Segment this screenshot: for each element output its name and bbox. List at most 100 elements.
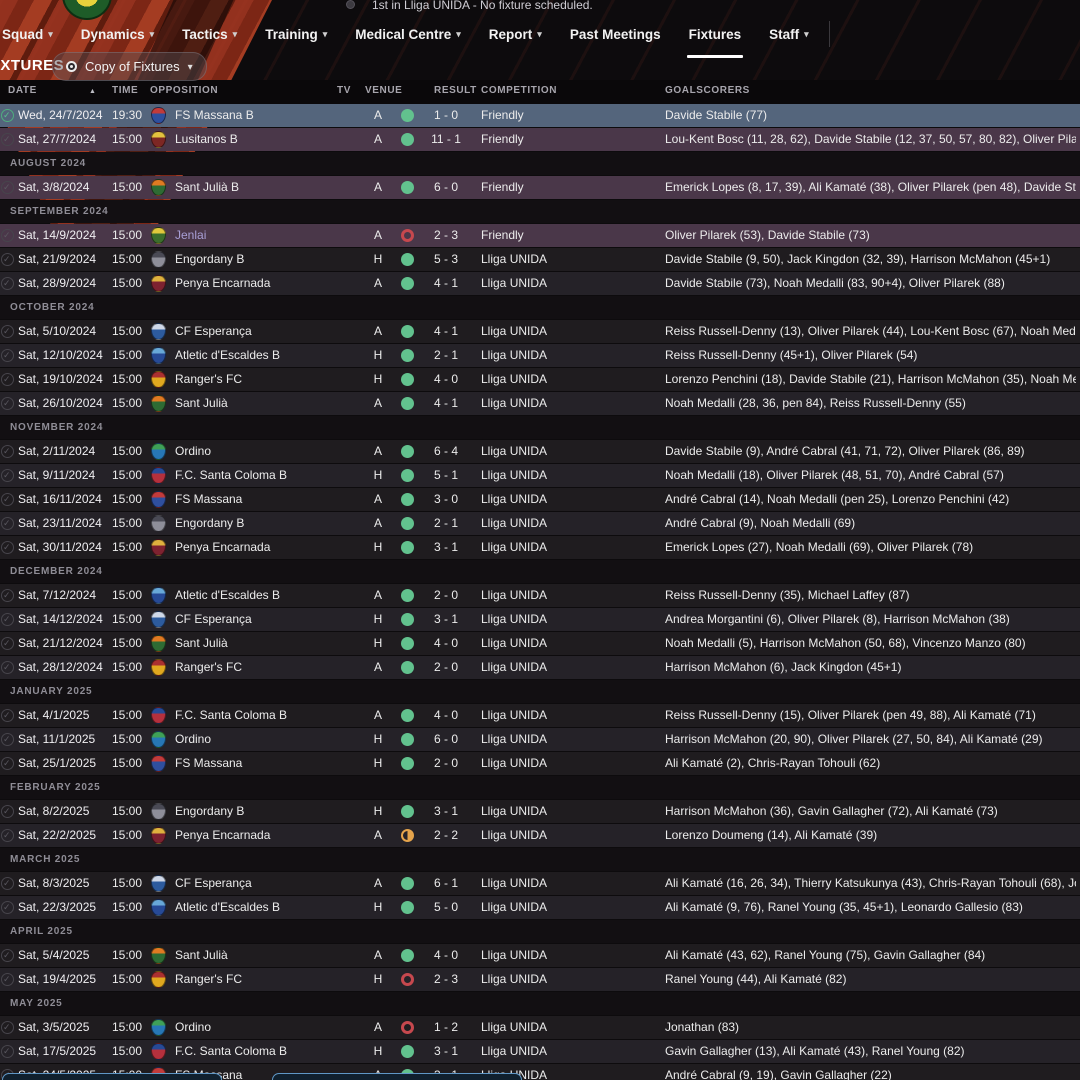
- opposition-name[interactable]: Atletic d'Escaldes B: [175, 900, 281, 914]
- played-check-icon: [1, 608, 14, 631]
- fixture-time: 15:00: [112, 132, 143, 146]
- fixture-row[interactable]: Sat, 28/12/2024 15:00 Ranger's FC A 2 - …: [0, 656, 1080, 679]
- fixture-row[interactable]: Sat, 5/4/2025 15:00 Sant Julià A 4 - 0 L…: [0, 944, 1080, 967]
- opposition-name[interactable]: F.C. Santa Coloma B: [175, 468, 288, 482]
- venue-value: A: [373, 660, 382, 674]
- goalscorers: Lou-Kent Bosc (11, 28, 62), Davide Stabi…: [665, 132, 1076, 146]
- fixture-row[interactable]: Sat, 14/12/2024 15:00 CF Esperança H 3 -…: [0, 608, 1080, 631]
- opposition-name[interactable]: Engordany B: [175, 804, 245, 818]
- opposition-name[interactable]: Ordino: [175, 732, 212, 746]
- fixture-row[interactable]: Sat, 19/10/2024 15:00 Ranger's FC H 4 - …: [0, 368, 1080, 391]
- fixture-row[interactable]: Sat, 8/3/2025 15:00 CF Esperança A 6 - 1…: [0, 872, 1080, 895]
- fixture-row[interactable]: Sat, 22/3/2025 15:00 Atletic d'Escaldes …: [0, 896, 1080, 919]
- nav-item-squad[interactable]: Squad ▾: [0, 18, 67, 50]
- competition-name: Lliga UNIDA: [481, 876, 548, 890]
- opposition-name[interactable]: Atletic d'Escaldes B: [175, 348, 281, 362]
- nav-item-staff[interactable]: Staff ▾: [755, 18, 823, 50]
- opposition-name[interactable]: FS Massana B: [175, 108, 254, 122]
- fixture-row[interactable]: Sat, 14/9/2024 15:00 Jenlai A 2 - 3 Frie…: [0, 224, 1080, 247]
- fixture-date: Sat, 7/12/2024: [18, 588, 97, 602]
- fixture-row[interactable]: Wed, 24/7/2024 19:30 FS Massana B A 1 - …: [0, 104, 1080, 127]
- fixture-row[interactable]: Sat, 30/11/2024 15:00 Penya Encarnada H …: [0, 536, 1080, 559]
- col-opposition[interactable]: OPPOSITION: [150, 85, 219, 96]
- fixture-row[interactable]: Sat, 4/1/2025 15:00 F.C. Santa Coloma B …: [0, 704, 1080, 727]
- fixture-row[interactable]: Sat, 5/10/2024 15:00 CF Esperança A 4 - …: [0, 320, 1080, 343]
- team-crest-icon: [151, 899, 166, 916]
- fixture-row[interactable]: Sat, 3/8/2024 15:00 Sant Julià B A 6 - 0…: [0, 176, 1080, 199]
- opposition-name[interactable]: Lusitanos B: [175, 132, 238, 146]
- fixture-row[interactable]: Sat, 21/9/2024 15:00 Engordany B H 5 - 3…: [0, 248, 1080, 271]
- fixture-row[interactable]: Sat, 2/11/2024 15:00 Ordino A 6 - 4 Llig…: [0, 440, 1080, 463]
- col-result[interactable]: RESULT: [434, 85, 477, 96]
- fixture-row[interactable]: Sat, 16/11/2024 15:00 FS Massana A 3 - 0…: [0, 488, 1080, 511]
- nav-item-fixtures[interactable]: Fixtures: [675, 18, 756, 58]
- nav-item-medical-centre[interactable]: Medical Centre ▾: [341, 18, 475, 50]
- opposition-name[interactable]: Ranger's FC: [175, 972, 242, 986]
- col-competition[interactable]: COMPETITION: [481, 85, 558, 96]
- fixture-row[interactable]: Sat, 23/11/2024 15:00 Engordany B A 2 - …: [0, 512, 1080, 535]
- fixture-row[interactable]: Sat, 22/2/2025 15:00 Penya Encarnada A 2…: [0, 824, 1080, 847]
- fixture-row[interactable]: Sat, 26/10/2024 15:00 Sant Julià A 4 - 1…: [0, 392, 1080, 415]
- opposition-name[interactable]: Atletic d'Escaldes B: [175, 588, 281, 602]
- opposition-name[interactable]: Sant Julià: [175, 948, 228, 962]
- opposition-name[interactable]: Engordany B: [175, 252, 245, 266]
- goalscorers: Reiss Russell-Denny (13), Oliver Pilarek…: [665, 324, 1076, 338]
- nav-item-tactics[interactable]: Tactics ▾: [168, 18, 251, 50]
- opposition-name[interactable]: Penya Encarnada: [175, 828, 271, 842]
- nav-item-past-meetings[interactable]: Past Meetings: [556, 18, 675, 50]
- view-selector-button[interactable]: Copy of Fixtures ▾: [52, 52, 207, 81]
- col-date[interactable]: DATE: [8, 85, 37, 96]
- fixture-row[interactable]: Sat, 28/9/2024 15:00 Penya Encarnada A 4…: [0, 272, 1080, 295]
- col-tv[interactable]: TV: [337, 85, 351, 96]
- fixture-row[interactable]: Sat, 17/5/2025 15:00 F.C. Santa Coloma B…: [0, 1040, 1080, 1063]
- venue-value: H: [373, 636, 383, 650]
- opposition-name[interactable]: Ranger's FC: [175, 660, 242, 674]
- cutoff-button[interactable]: [2, 1073, 222, 1080]
- result-score: 2 - 0: [433, 660, 458, 674]
- competition-name: Lliga UNIDA: [481, 324, 548, 338]
- fixture-row[interactable]: Sat, 19/4/2025 15:00 Ranger's FC H 2 - 3…: [0, 968, 1080, 991]
- opposition-name[interactable]: Jenlai: [175, 228, 207, 242]
- opposition-name[interactable]: Sant Julià: [175, 636, 228, 650]
- nav-item-training[interactable]: Training ▾: [251, 18, 341, 50]
- fixture-row[interactable]: Sat, 21/12/2024 15:00 Sant Julià H 4 - 0…: [0, 632, 1080, 655]
- opposition-name[interactable]: Ordino: [175, 444, 212, 458]
- opposition-name[interactable]: Penya Encarnada: [175, 540, 271, 554]
- opposition-name[interactable]: Ranger's FC: [175, 372, 242, 386]
- cutoff-button[interactable]: [272, 1073, 522, 1080]
- opposition-name[interactable]: F.C. Santa Coloma B: [175, 708, 288, 722]
- opposition-name[interactable]: CF Esperança: [175, 324, 252, 338]
- fixture-row[interactable]: Sat, 25/1/2025 15:00 FS Massana H 2 - 0 …: [0, 752, 1080, 775]
- fixture-row[interactable]: Sat, 3/5/2025 15:00 Ordino A 1 - 2 Lliga…: [0, 1016, 1080, 1039]
- opposition-name[interactable]: Ordino: [175, 1020, 212, 1034]
- col-time[interactable]: TIME: [112, 85, 139, 96]
- fixture-row[interactable]: Sat, 9/11/2024 15:00 F.C. Santa Coloma B…: [0, 464, 1080, 487]
- opposition-name[interactable]: FS Massana: [175, 492, 243, 506]
- opposition-name[interactable]: Engordany B: [175, 516, 245, 530]
- fixture-row[interactable]: Sat, 12/10/2024 15:00 Atletic d'Escaldes…: [0, 344, 1080, 367]
- opposition-name[interactable]: CF Esperança: [175, 612, 252, 626]
- col-venue[interactable]: VENUE: [365, 85, 403, 96]
- competition-name: Lliga UNIDA: [481, 252, 548, 266]
- opposition-name[interactable]: Penya Encarnada: [175, 276, 271, 290]
- opposition-name[interactable]: FS Massana: [175, 756, 243, 770]
- fixture-row[interactable]: Sat, 27/7/2024 15:00 Lusitanos B A 11 - …: [0, 128, 1080, 151]
- fixture-row[interactable]: Sat, 7/12/2024 15:00 Atletic d'Escaldes …: [0, 584, 1080, 607]
- nav-item-dynamics[interactable]: Dynamics ▾: [67, 18, 168, 50]
- fixture-row[interactable]: Sat, 8/2/2025 15:00 Engordany B H 3 - 1 …: [0, 800, 1080, 823]
- result-indicator-icon: [401, 613, 414, 626]
- opposition-name[interactable]: F.C. Santa Coloma B: [175, 1044, 288, 1058]
- sort-asc-icon[interactable]: ▲: [89, 88, 97, 95]
- nav-item-report[interactable]: Report ▾: [475, 18, 556, 50]
- chevron-down-icon: ▾: [48, 29, 53, 39]
- opposition-name[interactable]: CF Esperança: [175, 876, 252, 890]
- opposition-name[interactable]: Sant Julià: [175, 396, 228, 410]
- col-goalscorers[interactable]: GOALSCORERS: [665, 85, 750, 96]
- table-header: DATE ▲ TIME OPPOSITION TV VENUE RESULT C…: [0, 80, 1080, 104]
- goalscorers: Reiss Russell-Denny (45+1), Oliver Pilar…: [665, 348, 918, 362]
- played-check-icon: [1, 344, 14, 367]
- opposition-name[interactable]: Sant Julià B: [175, 180, 240, 194]
- fixture-date: Sat, 16/11/2024: [18, 492, 102, 506]
- fixture-row[interactable]: Sat, 11/1/2025 15:00 Ordino H 6 - 0 Llig…: [0, 728, 1080, 751]
- result-indicator-icon: [401, 349, 414, 362]
